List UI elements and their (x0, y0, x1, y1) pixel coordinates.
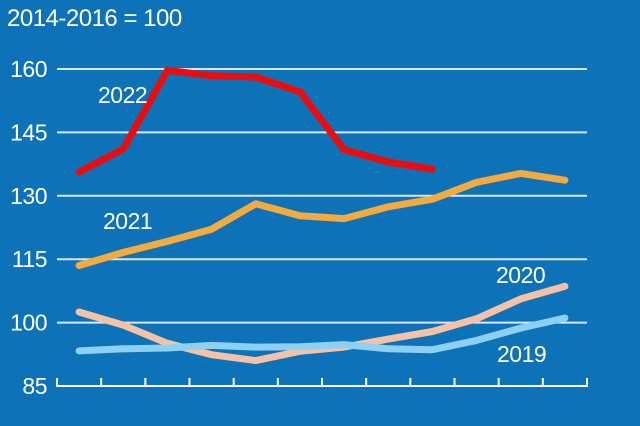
chart-title: 2014-2016 = 100 (7, 5, 182, 32)
y-axis-label-130: 130 (10, 183, 47, 209)
series-label-2021: 2021 (103, 208, 153, 234)
y-axis-label-160: 160 (10, 56, 47, 82)
y-axis-label-115: 115 (12, 246, 47, 272)
y-axis-label-145: 145 (10, 119, 47, 145)
series-label-2022: 2022 (98, 82, 148, 108)
series-line-2020 (75, 282, 569, 365)
series-line-2022 (75, 66, 436, 176)
series-line-2019 (75, 314, 569, 355)
series-label-2020: 2020 (496, 262, 546, 288)
y-axis-label-85: 85 (22, 373, 47, 399)
series-label-2019: 2019 (497, 341, 547, 367)
y-axis-label-100: 100 (10, 310, 47, 336)
series-line-2021 (75, 169, 569, 269)
